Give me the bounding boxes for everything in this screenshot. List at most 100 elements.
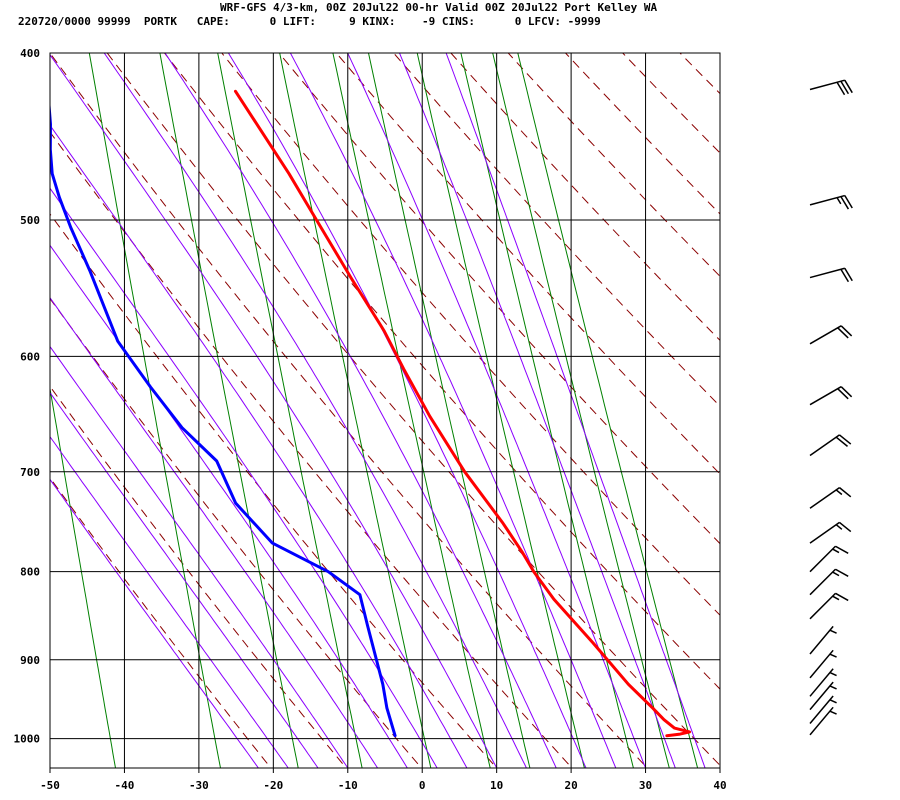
moist-adiabat bbox=[50, 187, 438, 768]
barb-staff bbox=[809, 545, 836, 573]
moist-adiabat bbox=[50, 296, 379, 768]
barb-half-flag bbox=[829, 685, 837, 690]
wind-barb bbox=[809, 649, 837, 679]
barb-full-flag bbox=[840, 386, 853, 398]
barb-staff bbox=[809, 325, 842, 345]
pressure-tick-label: 900 bbox=[20, 654, 40, 667]
barb-staff bbox=[809, 706, 834, 736]
barb-staff bbox=[809, 521, 840, 544]
wind-barb bbox=[809, 386, 853, 406]
barb-full-flag bbox=[835, 592, 849, 602]
wind-barb bbox=[809, 325, 853, 345]
wind-barb bbox=[809, 706, 837, 736]
wind-barb bbox=[809, 681, 837, 711]
mixing-ratio-line bbox=[88, 53, 222, 768]
barb-half-flag bbox=[835, 524, 843, 530]
wind-barb bbox=[809, 79, 853, 96]
barb-full-flag bbox=[837, 327, 849, 339]
temperature-tick-label: -50 bbox=[40, 779, 60, 792]
mixing-ratio-line bbox=[332, 53, 491, 768]
moist-adiabat bbox=[289, 53, 617, 768]
barb-half-flag bbox=[832, 595, 840, 601]
wind-barbs bbox=[809, 79, 853, 736]
wind-barb bbox=[809, 592, 849, 620]
barb-full-flag bbox=[844, 79, 853, 94]
barb-staff bbox=[809, 681, 834, 711]
temperature-tick-label: -40 bbox=[115, 779, 135, 792]
barb-full-flag bbox=[836, 81, 846, 96]
dry-adiabat bbox=[50, 131, 573, 768]
mixing-ratio-line bbox=[517, 53, 699, 768]
barb-full-flag bbox=[840, 268, 850, 283]
moist-adiabat bbox=[50, 124, 468, 768]
wind-barb bbox=[809, 625, 837, 655]
mixing-ratio-line bbox=[492, 53, 670, 768]
barb-full-flag bbox=[837, 388, 849, 400]
grid bbox=[49, 52, 721, 768]
pressure-tick-label: 500 bbox=[20, 214, 40, 227]
moist-adiabat bbox=[227, 53, 587, 768]
mixing-ratio-line bbox=[416, 53, 585, 768]
barb-half-flag bbox=[829, 629, 837, 634]
barb-half-flag bbox=[836, 197, 842, 205]
barb-full-flag bbox=[840, 196, 850, 210]
dry-adiabat bbox=[278, 53, 720, 545]
temperature-tick-label: 0 bbox=[419, 779, 426, 792]
wind-barb bbox=[809, 267, 853, 283]
dry-adiabat bbox=[564, 53, 720, 215]
moist-adiabat bbox=[398, 53, 676, 768]
barb-staff bbox=[809, 386, 842, 406]
temperature-tick-label: -30 bbox=[189, 779, 209, 792]
moist-adiabat bbox=[164, 53, 557, 768]
moist-adiabat bbox=[445, 53, 706, 768]
barb-full-flag bbox=[835, 436, 848, 447]
moist-adiabat bbox=[50, 244, 408, 768]
dry-adiabat bbox=[50, 297, 423, 768]
wind-barb bbox=[809, 487, 852, 509]
temperature-tick-label: -10 bbox=[338, 779, 358, 792]
chart-title: WRF-GFS 4/3-km, 00Z 20Jul22 00-hr Valid … bbox=[220, 1, 658, 14]
wind-barb bbox=[809, 568, 849, 596]
dry-adiabat bbox=[889, 34, 900, 775]
barb-full-flag bbox=[835, 568, 849, 577]
barb-staff bbox=[809, 625, 834, 655]
dry-adiabat bbox=[50, 53, 648, 768]
barb-staff bbox=[809, 668, 834, 697]
barb-full-flag bbox=[835, 545, 849, 554]
mixing-ratio-line bbox=[50, 385, 117, 768]
plot-border bbox=[49, 52, 721, 769]
barb-full-flag bbox=[839, 521, 852, 533]
pressure-tick-label: 400 bbox=[20, 47, 40, 60]
temperature-tick-label: 30 bbox=[639, 779, 652, 792]
barb-staff bbox=[809, 79, 845, 91]
dry-adiabat bbox=[832, 34, 900, 775]
dewpoint-profile-line bbox=[50, 98, 397, 738]
pressure-tick-label: 700 bbox=[20, 466, 40, 479]
pressure-tick-label: 1000 bbox=[14, 733, 41, 746]
barb-half-flag bbox=[835, 489, 843, 496]
sounding-indices: 220720/0000 99999 PORTK CAPE: 0 LIFT: 9 … bbox=[18, 15, 601, 28]
barb-full-flag bbox=[839, 434, 852, 445]
moist-adiabat bbox=[50, 435, 289, 768]
barb-staff bbox=[809, 267, 845, 279]
dry-adiabat bbox=[450, 53, 720, 342]
moist-adiabat bbox=[347, 53, 647, 768]
background-lines bbox=[50, 34, 900, 775]
barb-staff bbox=[809, 434, 840, 457]
mixing-ratio-line bbox=[159, 53, 299, 768]
barb-half-flag bbox=[829, 671, 837, 677]
mixing-ratio-line bbox=[460, 53, 634, 768]
barb-full-flag bbox=[839, 487, 852, 498]
temperature-tick-label: -20 bbox=[263, 779, 283, 792]
tick-labels: 400 500 600 700 800 900 1000 -50 -40 -30 -20 -10 0 10… bbox=[14, 47, 727, 792]
profiles bbox=[50, 89, 692, 738]
wind-barb bbox=[809, 695, 837, 725]
pressure-tick-label: 800 bbox=[20, 566, 40, 579]
barb-half-flag bbox=[832, 548, 840, 554]
pressure-tick-label: 600 bbox=[20, 350, 40, 363]
barb-staff bbox=[809, 592, 836, 620]
moist-adiabat bbox=[50, 53, 498, 768]
barb-half-flag bbox=[829, 710, 837, 715]
plot-frame bbox=[49, 52, 721, 769]
dry-adiabat bbox=[50, 477, 272, 768]
